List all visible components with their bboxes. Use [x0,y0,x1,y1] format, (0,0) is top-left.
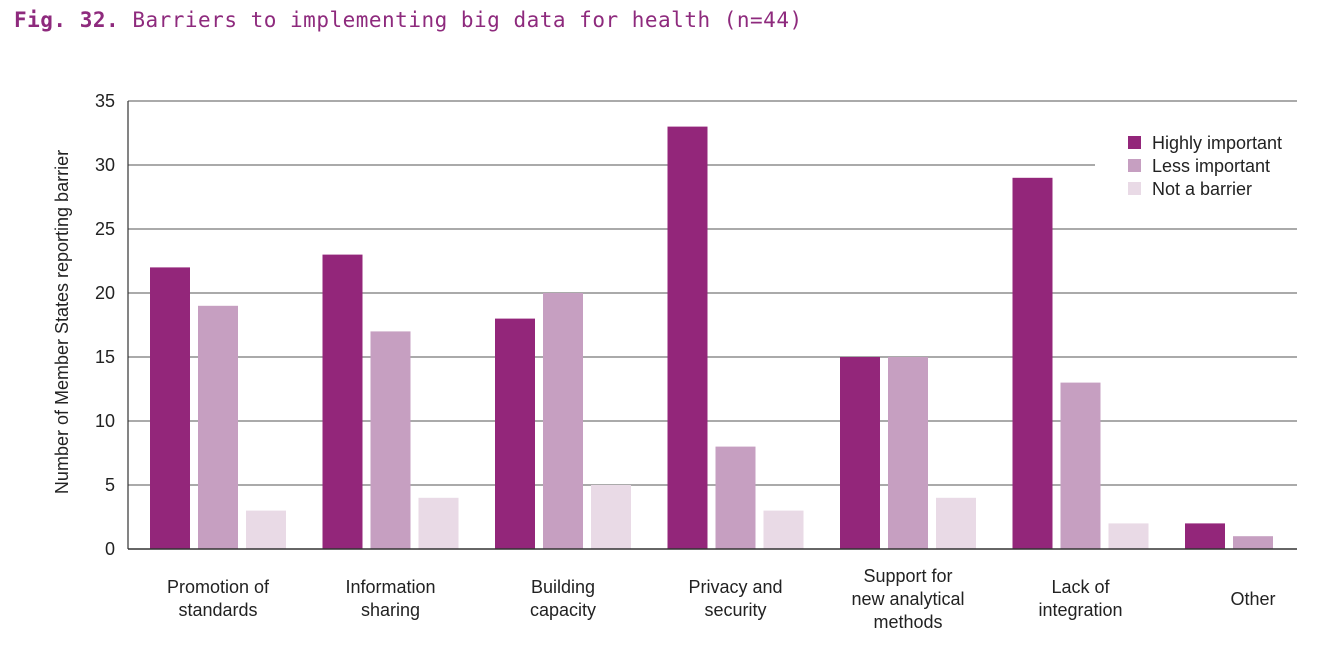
x-category-label: new analytical [851,589,964,609]
x-category-label: Other [1230,589,1275,609]
x-category-label: Lack of [1051,577,1110,597]
bar-not-a-barrier [246,510,286,549]
legend-label: Not a barrier [1152,179,1252,199]
bar-less-important [1060,382,1101,549]
y-tick-label: 30 [95,155,115,175]
x-category-label: Support for [863,566,952,586]
bar-less-important [370,331,411,549]
x-category-label: sharing [361,600,420,620]
x-category-label: Building [531,577,595,597]
bars [150,126,1273,550]
legend-swatch [1128,182,1141,195]
bar-highly-important [322,254,363,549]
bar-highly-important [495,318,535,549]
bar-highly-important [150,267,190,549]
legend: Highly important Less important Not a barr… [1128,133,1282,199]
y-tick-label: 20 [95,283,115,303]
x-category-label: security [704,600,766,620]
gridlines [128,100,1297,486]
figure-number: Fig. 32. [14,8,120,32]
bar-less-important [715,446,756,549]
bar-highly-important [1185,523,1225,549]
y-tick-label: 35 [95,91,115,111]
figure-title: Barriers to implementing big data for he… [132,8,803,32]
y-axis-title: Number of Member States reporting barrie… [52,150,72,494]
bar-highly-important [1012,177,1053,550]
y-tick-label: 25 [95,219,115,239]
bar-less-important [1233,536,1273,549]
legend-label: Highly important [1152,133,1282,153]
y-tick-label: 15 [95,347,115,367]
bar-less-important [198,305,238,549]
x-axis-categories: Promotion of standards Information sharing B… [167,566,1276,632]
x-category-label: capacity [530,600,596,620]
bar-not-a-barrier [591,485,631,549]
y-tick-label: 10 [95,411,115,431]
bar-not-a-barrier [418,497,459,549]
x-category-label: Privacy and [688,577,782,597]
legend-swatch [1128,136,1141,149]
x-category-label: integration [1038,600,1122,620]
bar-not-a-barrier [936,497,976,549]
bar-highly-important [840,357,880,549]
x-category-label: standards [178,600,257,620]
bar-not-a-barrier [763,510,804,549]
x-category-label: methods [873,612,942,632]
legend-swatch [1128,159,1141,172]
legend-label: Less important [1152,156,1270,176]
bar-less-important [543,293,583,549]
chart-title: Fig. 32. Barriers to implementing big da… [14,8,803,32]
bar-not-a-barrier [1108,523,1149,549]
y-tick-label: 0 [105,539,115,559]
y-axis-ticks: 0 5 10 15 20 25 30 35 [95,91,115,559]
bar-highly-important [667,126,708,549]
x-category-label: Information [345,577,435,597]
x-category-label: Promotion of [167,577,270,597]
y-tick-label: 5 [105,475,115,495]
bar-less-important [888,357,928,549]
